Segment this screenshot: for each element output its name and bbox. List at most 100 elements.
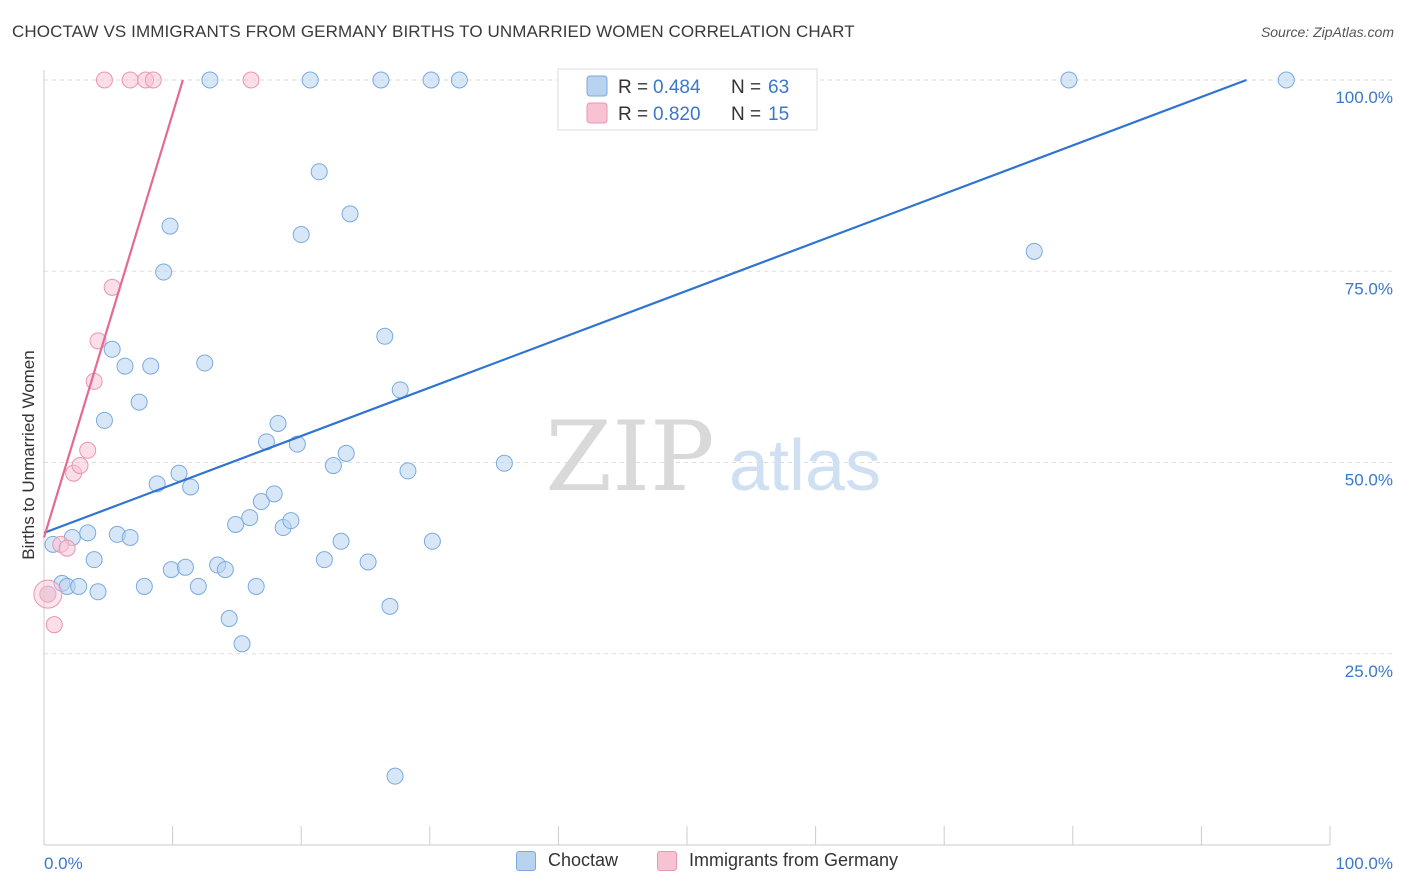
n-value-choctaw: 63 — [768, 77, 789, 98]
point-germany — [58, 539, 76, 557]
point-choctaw — [423, 532, 441, 550]
n-label: N = — [731, 77, 761, 98]
r-label: R = — [618, 104, 648, 125]
point-choctaw — [247, 577, 265, 595]
grid-lines — [44, 79, 1393, 655]
point-germany — [121, 71, 139, 89]
stats-legend-row-choctaw: R = 0.484 N = 63 — [586, 75, 789, 98]
point-germany — [144, 71, 162, 89]
x-tick-labels: 0.0% 100.0% — [44, 854, 1393, 873]
point-choctaw — [227, 515, 245, 533]
y-tick-label-25: 25.0% — [1345, 662, 1393, 681]
y-axis-label: Births to Unmarried Women — [19, 350, 38, 559]
point-choctaw — [422, 71, 440, 89]
point-choctaw — [142, 357, 160, 375]
watermark: ZIP atlas — [545, 401, 881, 513]
point-choctaw — [282, 512, 300, 530]
point-choctaw — [70, 577, 88, 595]
point-choctaw — [89, 583, 107, 601]
point-choctaw — [359, 553, 377, 571]
point-germany — [79, 441, 97, 459]
point-choctaw — [399, 462, 417, 480]
point-choctaw — [130, 393, 148, 411]
n-label: N = — [731, 104, 761, 125]
point-choctaw — [241, 509, 259, 527]
point-choctaw — [337, 444, 355, 462]
point-choctaw — [182, 478, 200, 496]
r-value-germany: 0.820 — [653, 104, 701, 125]
point-choctaw — [301, 71, 319, 89]
point-choctaw — [332, 532, 350, 550]
watermark-atlas: atlas — [729, 426, 881, 506]
point-choctaw — [1025, 242, 1043, 260]
point-choctaw — [341, 205, 359, 223]
point-choctaw — [372, 71, 390, 89]
stats-legend-row-germany: R = 0.820 N = 15 — [586, 102, 789, 125]
y-tick-label-100: 100.0% — [1335, 88, 1393, 107]
point-choctaw — [1060, 71, 1078, 89]
point-choctaw — [391, 381, 409, 399]
point-choctaw — [201, 71, 219, 89]
point-choctaw — [233, 635, 251, 653]
trendline-germany — [42, 79, 184, 538]
point-choctaw — [103, 340, 121, 358]
x-tick-label-right: 100.0% — [1335, 854, 1393, 873]
series-swatch-choctaw — [516, 850, 536, 871]
point-choctaw — [116, 357, 134, 375]
point-choctaw — [189, 577, 207, 595]
point-choctaw — [216, 561, 234, 579]
source-credit: Source: ZipAtlas.com — [1260, 24, 1394, 40]
series-legend-item-choctaw: Choctaw — [516, 850, 618, 871]
point-choctaw — [85, 551, 103, 569]
point-choctaw — [495, 454, 513, 472]
point-germany-large — [33, 579, 63, 609]
n-value-germany: 15 — [768, 104, 789, 125]
point-choctaw — [176, 558, 194, 576]
trendlines — [42, 78, 1247, 538]
point-choctaw — [95, 411, 113, 429]
point-choctaw — [155, 263, 173, 281]
point-choctaw — [196, 354, 214, 372]
point-choctaw — [265, 485, 283, 503]
r-label: R = — [618, 77, 648, 98]
point-choctaw — [381, 597, 399, 615]
legend-swatch-germany — [586, 102, 608, 124]
point-germany — [45, 616, 63, 634]
trendline-choctaw — [43, 78, 1247, 534]
point-germany — [71, 457, 89, 475]
point-choctaw — [121, 528, 139, 546]
series-legend-item-germany: Immigrants from Germany — [657, 850, 898, 871]
chart-title: CHOCTAW VS IMMIGRANTS FROM GERMANY BIRTH… — [12, 22, 855, 41]
point-germany — [39, 585, 57, 603]
point-choctaw — [161, 217, 179, 235]
series-legend: Choctaw Immigrants from Germany — [0, 850, 1406, 880]
legend-swatch-choctaw — [586, 75, 608, 97]
stats-legend: R = 0.484 N = 63 R = 0.820 N = 15 — [557, 68, 818, 131]
x-tick-label-left: 0.0% — [44, 854, 83, 873]
point-choctaw — [79, 524, 97, 542]
r-value-choctaw: 0.484 — [653, 77, 701, 98]
point-choctaw — [252, 493, 270, 511]
point-choctaw — [292, 226, 310, 244]
point-choctaw — [269, 414, 287, 432]
point-choctaw — [315, 551, 333, 569]
data-points — [33, 71, 1295, 785]
axes — [43, 70, 1331, 846]
y-tick-label-50: 50.0% — [1345, 471, 1393, 490]
point-choctaw — [135, 577, 153, 595]
point-germany — [95, 71, 113, 89]
point-choctaw — [324, 457, 342, 475]
series-legend-label-germany: Immigrants from Germany — [689, 850, 899, 870]
y-tick-labels: 100.0% 75.0% 50.0% 25.0% — [1335, 88, 1393, 681]
point-germany — [242, 71, 260, 89]
series-swatch-germany — [657, 850, 677, 871]
point-choctaw — [1277, 71, 1295, 89]
point-choctaw — [386, 767, 404, 785]
point-choctaw — [220, 610, 238, 628]
point-choctaw — [162, 561, 180, 579]
series-legend-label-choctaw: Choctaw — [548, 850, 619, 870]
point-choctaw — [376, 327, 394, 345]
point-choctaw — [450, 71, 468, 89]
point-choctaw — [310, 163, 328, 181]
